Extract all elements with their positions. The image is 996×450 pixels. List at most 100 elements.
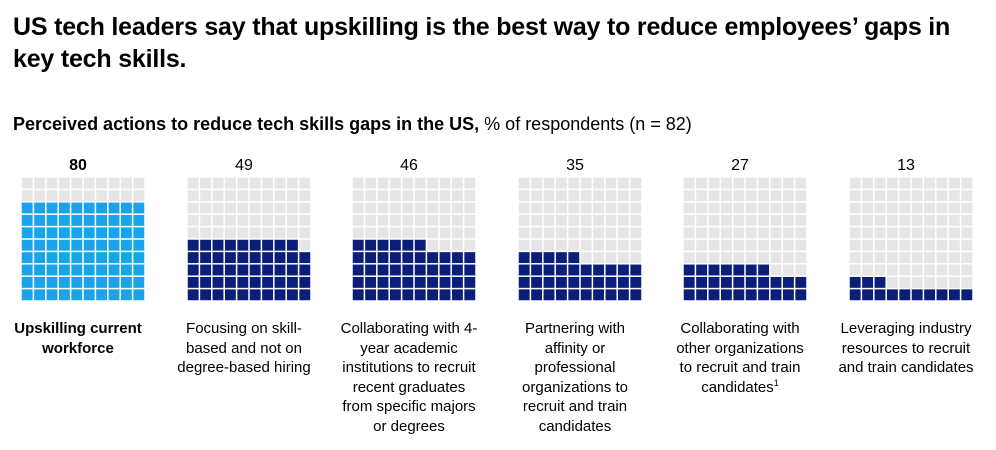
waffle-cell-empty <box>948 190 960 202</box>
waffle-cell-empty <box>782 227 794 239</box>
waffle-cell-filled <box>187 276 199 288</box>
waffle-cell-filled <box>46 264 58 276</box>
waffle-cell-empty <box>745 252 757 264</box>
waffle-cell-empty <box>187 227 199 239</box>
waffle-cell-empty <box>464 239 476 251</box>
waffle-cell-empty <box>299 239 311 251</box>
waffle-cell-filled <box>212 289 224 301</box>
waffle-cell-empty <box>683 177 695 189</box>
waffle-cell-empty <box>605 214 617 226</box>
category-label: Leveraging industry resources to recruit… <box>838 320 974 376</box>
waffle-cell-empty <box>708 252 720 264</box>
waffle-cell-filled <box>518 276 530 288</box>
value-label: 80 <box>69 157 87 174</box>
waffle-cell-empty <box>200 202 212 214</box>
waffle-cell-filled <box>874 289 886 301</box>
category-label: Collaborating with other organizations t… <box>676 320 804 396</box>
waffle-cell-filled <box>708 289 720 301</box>
waffle-cell-empty <box>924 202 936 214</box>
waffle-cell-empty <box>414 190 426 202</box>
waffle-cell-empty <box>948 252 960 264</box>
waffle-cell-filled <box>568 252 580 264</box>
waffle-cell-empty <box>696 239 708 251</box>
waffle-cell-filled <box>518 289 530 301</box>
waffle-cell-empty <box>439 239 451 251</box>
waffle-cell-empty <box>899 190 911 202</box>
waffle-cell-empty <box>862 177 874 189</box>
waffle-cell-empty <box>518 202 530 214</box>
waffle-cell-filled <box>961 289 973 301</box>
waffle-cell-empty <box>249 202 261 214</box>
waffle-cell-empty <box>414 202 426 214</box>
waffle-cell-empty <box>948 214 960 226</box>
waffle-grid <box>187 177 311 301</box>
waffle-cell-empty <box>71 190 83 202</box>
waffle-cell-filled <box>187 239 199 251</box>
waffle-cell-filled <box>46 202 58 214</box>
waffle-cell-empty <box>617 227 629 239</box>
value-label: 27 <box>731 157 749 174</box>
chart-title: US tech leaders say that upskilling is t… <box>13 13 951 73</box>
waffle-cell-filled <box>389 289 401 301</box>
waffle-cell-filled <box>133 202 145 214</box>
waffle-cell-empty <box>402 227 414 239</box>
waffle-cell-filled <box>402 252 414 264</box>
waffle-cell-filled <box>758 289 770 301</box>
waffle-cell-empty <box>464 190 476 202</box>
waffle-cell-filled <box>555 252 567 264</box>
waffle-cell-empty <box>862 227 874 239</box>
waffle-cell-empty <box>720 227 732 239</box>
waffle-cell-filled <box>427 289 439 301</box>
waffle-cell-empty <box>402 202 414 214</box>
waffle-cell-filled <box>555 289 567 301</box>
waffle-cell-empty <box>733 214 745 226</box>
waffle-cell-empty <box>720 252 732 264</box>
waffle-cell-empty <box>849 190 861 202</box>
waffle-cell-empty <box>439 177 451 189</box>
waffle-cell-filled <box>593 264 605 276</box>
waffle-cell-filled <box>720 289 732 301</box>
waffle-cell-empty <box>961 264 973 276</box>
waffle-cell-filled <box>120 239 132 251</box>
waffle-cell-filled <box>120 252 132 264</box>
waffle-cell-empty <box>365 227 377 239</box>
waffle-cell-filled <box>83 264 95 276</box>
waffle-cell-filled <box>874 276 886 288</box>
waffle-cell-filled <box>274 289 286 301</box>
waffle-cell-empty <box>696 202 708 214</box>
waffle-cell-empty <box>758 227 770 239</box>
waffle-cell-filled <box>83 214 95 226</box>
waffle-cell-empty <box>936 177 948 189</box>
waffle-cell-empty <box>886 239 898 251</box>
waffle-cell-filled <box>108 202 120 214</box>
waffle-cell-empty <box>555 227 567 239</box>
waffle-cell-filled <box>936 289 948 301</box>
waffle-cell-empty <box>782 239 794 251</box>
waffle-cell-empty <box>683 214 695 226</box>
waffle-cell-filled <box>58 239 70 251</box>
waffle-cell-filled <box>212 239 224 251</box>
waffle-cell-filled <box>862 289 874 301</box>
waffle-grid <box>21 177 145 301</box>
waffle-cell-filled <box>299 289 311 301</box>
waffle-cell-filled <box>21 214 33 226</box>
waffle-cell-filled <box>71 276 83 288</box>
waffle-cell-filled <box>71 227 83 239</box>
waffle-cell-empty <box>770 214 782 226</box>
waffle-cell-filled <box>224 276 236 288</box>
waffle-cell-filled <box>46 227 58 239</box>
waffle-cell-empty <box>120 190 132 202</box>
waffle-cell-filled <box>120 276 132 288</box>
waffle-cell-empty <box>886 190 898 202</box>
waffle-cell-empty <box>580 214 592 226</box>
waffle-cell-filled <box>464 264 476 276</box>
waffle-cell-empty <box>961 252 973 264</box>
waffle-cell-empty <box>58 177 70 189</box>
waffle-cell-empty <box>924 239 936 251</box>
waffle-cell-empty <box>593 214 605 226</box>
waffle-cell-empty <box>451 190 463 202</box>
waffle-cell-filled <box>237 289 249 301</box>
waffle-cell-empty <box>299 190 311 202</box>
waffle-cell-filled <box>352 289 364 301</box>
waffle-cell-empty <box>543 177 555 189</box>
